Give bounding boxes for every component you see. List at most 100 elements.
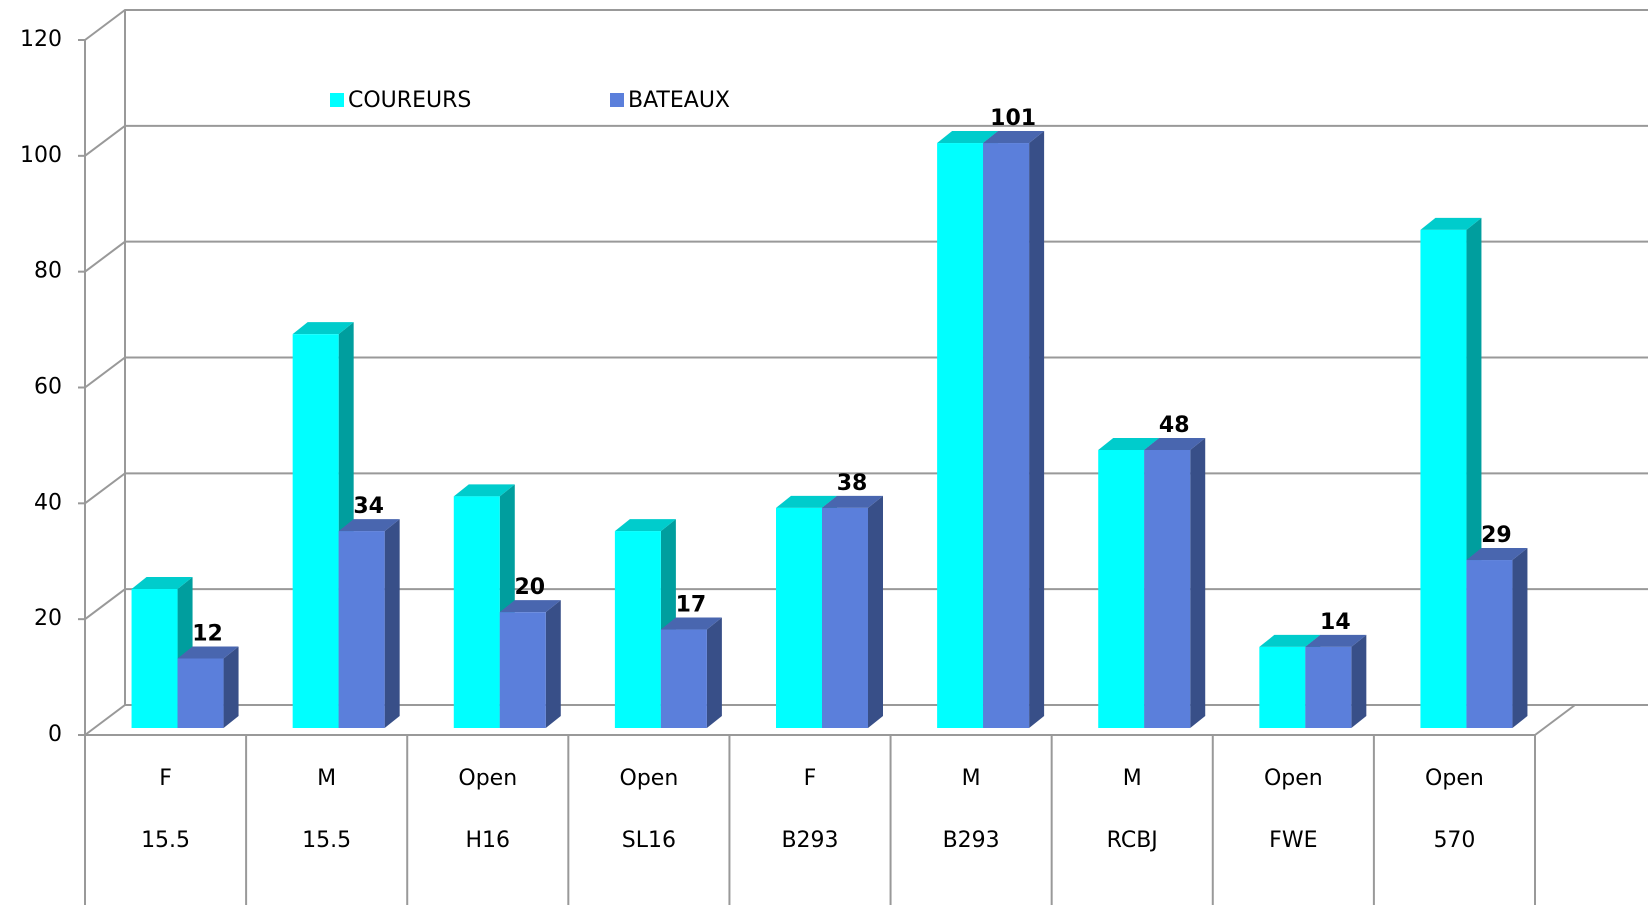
bar <box>614 531 661 728</box>
bar-group <box>983 131 1045 728</box>
y-tick-label: 0 <box>48 722 62 747</box>
bar-top <box>1098 438 1160 450</box>
bar-group <box>292 322 354 728</box>
bar <box>292 334 339 728</box>
bar-side <box>384 519 400 728</box>
bar-top <box>131 577 193 589</box>
x-tick-label: M <box>1123 766 1142 791</box>
bar <box>660 629 707 728</box>
bar <box>131 589 178 728</box>
bar <box>177 658 224 728</box>
bar-group <box>1466 548 1528 728</box>
value-label: 48 <box>1159 413 1190 438</box>
value-label: 17 <box>676 593 707 618</box>
bar-top <box>1305 634 1367 647</box>
bar-side <box>706 617 722 728</box>
x-tick-label: Open <box>458 766 517 791</box>
bar-side <box>1190 438 1206 728</box>
x-tick-label: SL16 <box>622 828 676 853</box>
bar-group <box>177 646 239 728</box>
bar-top <box>1144 438 1206 450</box>
bar-top <box>660 617 722 630</box>
bar-top <box>1259 634 1321 647</box>
legend-swatch <box>330 93 344 107</box>
x-tick-label: Open <box>620 766 679 791</box>
legend-swatch <box>610 93 624 107</box>
bar-side <box>223 646 239 728</box>
floor-right <box>1534 704 1576 736</box>
bar <box>499 612 546 728</box>
bar-top <box>453 484 515 497</box>
legend-label: BATEAUX <box>628 88 730 113</box>
bar-top <box>1420 217 1482 230</box>
bar <box>338 531 385 728</box>
bar <box>1305 646 1352 728</box>
x-tick-label: M <box>317 766 336 791</box>
bar-side <box>868 495 883 728</box>
y-tick-label: 100 <box>20 143 62 168</box>
bar-group <box>1305 634 1367 728</box>
bar-group <box>1144 438 1206 728</box>
bar-top <box>937 131 999 144</box>
y-tick-label: 120 <box>20 27 62 52</box>
bar-group <box>338 519 400 728</box>
bar <box>1098 450 1145 728</box>
y-tick-label: 60 <box>34 375 62 400</box>
x-tick-label: F <box>159 766 172 791</box>
x-tick-label: M <box>962 766 981 791</box>
x-tick-label: F <box>804 766 817 791</box>
value-label: 20 <box>514 575 545 600</box>
bar-top <box>338 519 400 532</box>
bar-side <box>1351 634 1367 728</box>
bar-top <box>1466 548 1528 561</box>
bar <box>983 143 1030 728</box>
x-tick-label: FWE <box>1269 828 1317 853</box>
bar-side <box>1512 548 1528 728</box>
y-tick-label: 80 <box>34 259 62 284</box>
bar-group <box>822 495 883 728</box>
bar-top <box>292 322 354 335</box>
bar <box>453 496 500 728</box>
bar-side <box>545 600 561 728</box>
bar-top <box>614 519 676 532</box>
bar <box>1259 646 1306 728</box>
grid-line <box>84 124 1648 157</box>
x-tick-label: B293 <box>943 828 1000 853</box>
x-tick-label: Open <box>1425 766 1484 791</box>
x-tick-label: Open <box>1264 766 1323 791</box>
y-tick-label: 20 <box>34 606 62 631</box>
value-label: 29 <box>1481 523 1512 548</box>
bar <box>937 143 984 728</box>
value-label: 101 <box>990 106 1036 131</box>
bar <box>822 507 868 728</box>
bar-top <box>822 495 883 508</box>
grid-line <box>84 240 1648 273</box>
x-tick-label: 15.5 <box>141 828 190 853</box>
bar <box>1466 560 1513 728</box>
bar-top <box>499 600 561 613</box>
value-label: 38 <box>837 471 868 496</box>
bar-top <box>177 646 239 659</box>
y-tick-label: 40 <box>34 490 62 515</box>
bar-group <box>499 600 561 728</box>
value-label: 34 <box>353 494 384 519</box>
bar-side <box>1029 131 1045 728</box>
x-tick-label: RCBJ <box>1107 828 1158 853</box>
bar-top <box>776 495 837 508</box>
bar <box>1144 450 1191 728</box>
x-tick-label: H16 <box>466 828 511 853</box>
x-tick-label: 15.5 <box>302 828 351 853</box>
x-tick-label: 570 <box>1433 828 1475 853</box>
x-tick-label: B293 <box>781 828 838 853</box>
bar-group <box>660 617 722 728</box>
bar-top <box>983 131 1045 144</box>
value-label: 12 <box>192 622 223 647</box>
value-label: 14 <box>1320 610 1351 635</box>
legend-label: COUREURS <box>348 88 471 113</box>
grid-line <box>84 9 1648 41</box>
bar <box>1420 229 1467 728</box>
grid-line <box>84 356 1648 389</box>
bar <box>776 507 822 728</box>
